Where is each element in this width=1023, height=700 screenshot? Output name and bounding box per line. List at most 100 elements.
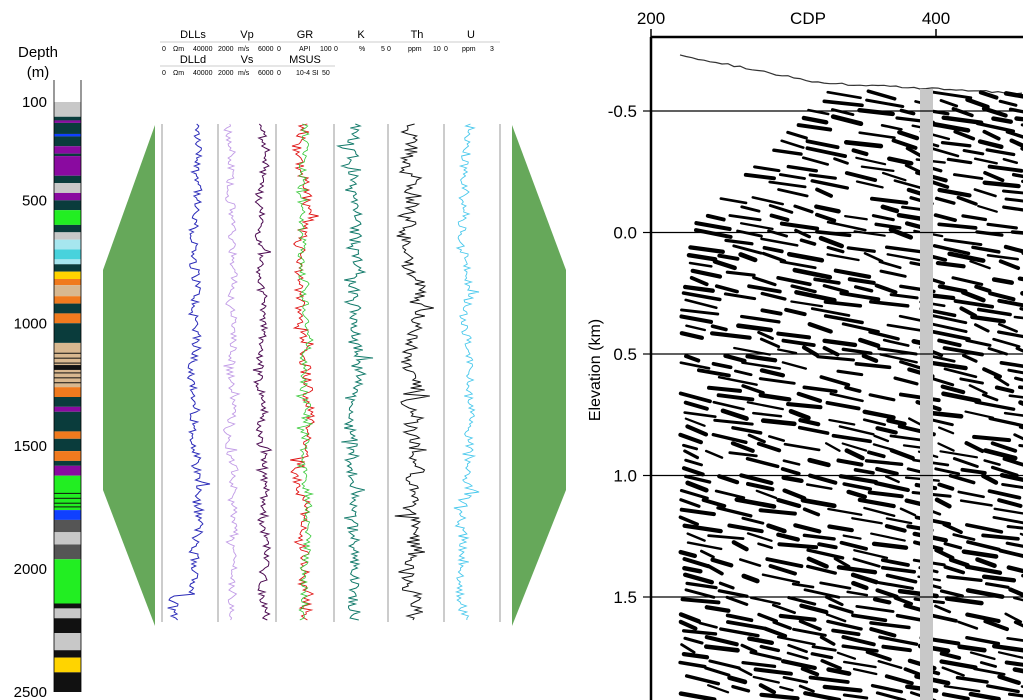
- seismic-wavelet: [841, 347, 873, 355]
- seismic-wavelet: [828, 418, 856, 426]
- seismic-wavelet: [741, 660, 777, 669]
- seismic-wavelet: [739, 473, 774, 486]
- seismic-wavelet: [973, 188, 997, 198]
- seismic-wavelet: [855, 605, 895, 613]
- seismic-wavelet: [983, 459, 1001, 466]
- seismic-wavelet: [934, 548, 955, 560]
- depth-tick-label: 1000: [14, 315, 47, 332]
- seismic-wavelet: [822, 684, 863, 693]
- scale-vp-unit: m/s: [238, 46, 250, 53]
- seismic-wavelet: [822, 99, 864, 108]
- seismic-wavelet: [863, 506, 896, 517]
- seismic-wavelet: [810, 652, 834, 660]
- seismic-wavelet: [796, 123, 833, 132]
- depth-label-line-1: Depth: [18, 44, 58, 61]
- seismic-wavelet: [739, 222, 774, 231]
- seismic-wavelet: [941, 692, 970, 700]
- seismic-wavelet: [763, 626, 788, 638]
- seismic-wavelet: [717, 375, 758, 386]
- seismic-wavelet: [694, 228, 733, 239]
- lithology-layer: [54, 279, 81, 286]
- seismic-wavelet: [862, 409, 896, 420]
- seismic-wavelet: [684, 458, 703, 467]
- seismic-wavelet: [777, 188, 809, 198]
- seismic-wavelet: [997, 498, 1023, 508]
- lithology-layer: [54, 259, 81, 265]
- seismic-wavelet: [877, 347, 918, 356]
- lithology-layer: [54, 200, 81, 211]
- seismic-wavelet: [881, 171, 907, 182]
- seismic-wavelet: [865, 650, 892, 662]
- seismic-wavelet: [798, 418, 821, 427]
- seismic-wavelet: [993, 375, 1010, 387]
- scale-k-min: 0: [334, 46, 338, 53]
- lithology-layer: [54, 650, 81, 658]
- log-curve-vp: [222, 123, 241, 621]
- seismic-wavelet: [992, 516, 1023, 525]
- seismic-wavelet: [875, 588, 899, 599]
- seismic-section: CDP 200 400 -0.5 0.0 0.5 1.0 1.5 Elevation (k…: [587, 9, 1023, 700]
- seismic-wavelet: [1006, 636, 1023, 642]
- seismic-wavelet: [875, 426, 898, 435]
- lithology-stripe: [54, 377, 81, 379]
- seismic-wavelet: [965, 612, 1001, 624]
- seismic-wavelet: [934, 497, 952, 509]
- seismic-wavelet: [808, 473, 838, 485]
- seismic-wavelet: [752, 675, 780, 684]
- lithology-layer: [54, 544, 81, 560]
- log-curve-dlld: [167, 123, 211, 621]
- seismic-wavelet: [760, 308, 783, 316]
- scale-dlld-min: 0: [162, 70, 166, 77]
- seismic-wavelet: [941, 391, 982, 404]
- scale-dlld-unit: Ωm: [173, 70, 184, 77]
- seismic-wavelet: [698, 621, 718, 629]
- seismic-wavelet: [829, 392, 864, 403]
- seismic-wavelet: [937, 338, 962, 348]
- seismic-wavelet: [940, 384, 966, 395]
- lithology-layer: [54, 156, 81, 176]
- seismic-wavelet: [836, 651, 857, 660]
- seismic-wavelet: [952, 457, 979, 468]
- seismic-wavelet: [725, 613, 754, 623]
- seismic-wavelet: [880, 565, 917, 574]
- seismic-wavelet: [776, 275, 812, 287]
- seismic-wavelet: [683, 636, 704, 645]
- seismic-wavelet: [678, 549, 697, 559]
- seismic-wavelet: [1006, 565, 1023, 574]
- lithology-stripe: [54, 492, 81, 494]
- seismic-wavelet: [688, 261, 713, 268]
- seismic-wavelet: [815, 187, 833, 198]
- seismic-wavelet: [877, 581, 915, 590]
- seismic-wavelet: [968, 691, 1001, 700]
- seismic-wavelet: [956, 195, 978, 206]
- seismic-wavelet: [974, 323, 990, 333]
- seismic-wavelet: [678, 391, 712, 404]
- seismic-wavelet: [988, 291, 1016, 302]
- scale-msus-unit: 10-4 SI: [296, 70, 319, 77]
- seismic-wavelet: [864, 459, 904, 466]
- scale-dlls-unit: Ωm: [173, 46, 184, 53]
- seismic-wavelet: [684, 298, 718, 310]
- seismic-wavelet: [725, 595, 749, 606]
- seismic-wavelet: [685, 324, 706, 332]
- seismic-wavelet: [842, 693, 869, 700]
- seismic-wavelet: [851, 580, 869, 591]
- lithology-layer: [54, 342, 81, 366]
- seismic-wavelet: [709, 331, 752, 340]
- seismic-wavelet: [682, 443, 699, 451]
- seismic-wavelet: [982, 180, 1021, 189]
- lithology-layer: [54, 120, 81, 123]
- seismic-wavelet: [941, 115, 984, 125]
- seismic-wavelet: [786, 130, 808, 140]
- seismic-wavelet: [683, 572, 714, 585]
- seismic-wavelet: [885, 517, 913, 525]
- seismic-wavelet: [937, 222, 978, 230]
- seismic-wavelet: [761, 251, 787, 263]
- seismic-wavelet: [831, 628, 861, 637]
- seismic-wavelet: [782, 488, 807, 501]
- lithology-stripe: [54, 357, 81, 359]
- seismic-wavelet: [1006, 525, 1023, 530]
- seismic-wavelet: [678, 619, 698, 631]
- seismic-wavelet: [714, 489, 746, 500]
- seismic-wavelet: [822, 284, 849, 294]
